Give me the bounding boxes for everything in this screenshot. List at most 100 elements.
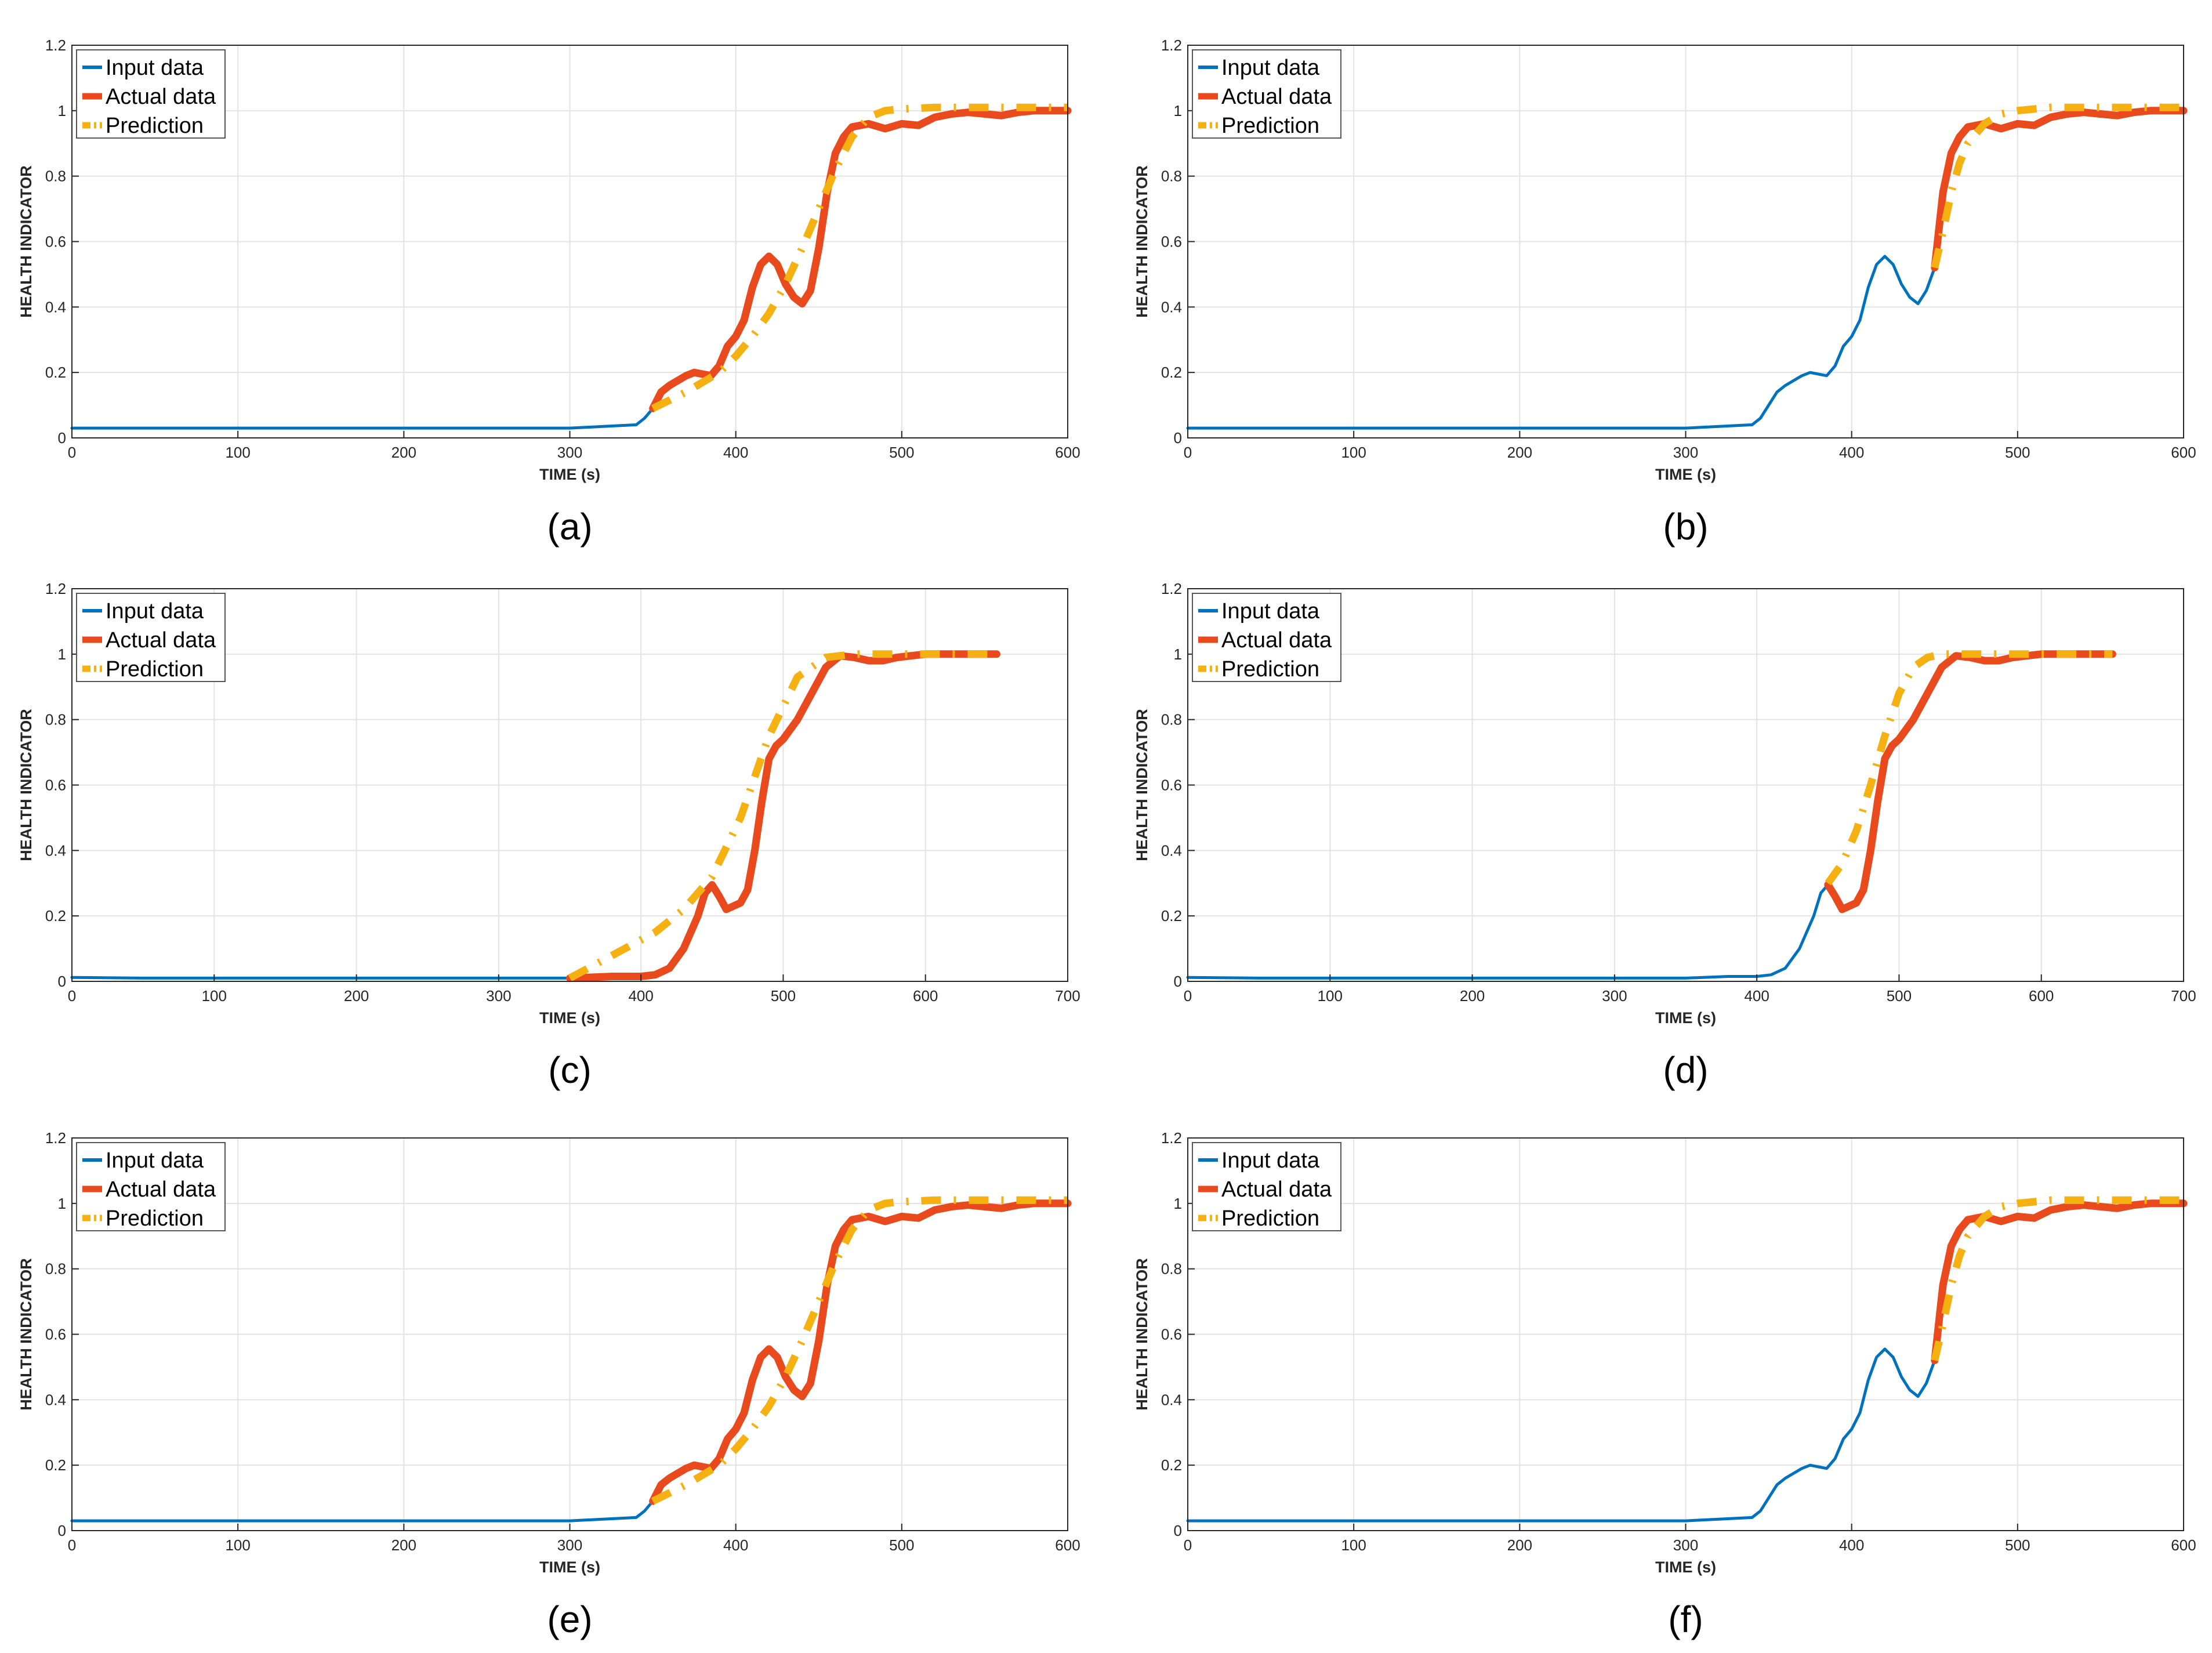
x-tick-label: 0 (68, 1536, 76, 1554)
y-tick-label: 0.4 (1161, 1391, 1182, 1408)
x-axis-label: TIME (s) (1655, 1009, 1716, 1027)
y-tick-label: 1 (58, 102, 66, 119)
x-tick-label: 100 (225, 1536, 250, 1554)
y-tick-label: 1.2 (45, 1129, 66, 1147)
series-line-input (1186, 1347, 1937, 1522)
legend-label-prediction: Prediction (106, 1206, 204, 1231)
y-tick-label: 0.8 (45, 711, 66, 728)
legend-label-prediction: Prediction (1221, 657, 1319, 682)
x-axis-label: TIME (s) (1655, 1558, 1716, 1576)
chart-panel: 0 100 200 300 400 500 600 0 0.2 0.4 0.6 0.8 1 1.2 TIME… (17, 1129, 1080, 1640)
y-tick-label: 1 (1174, 1195, 1182, 1212)
chart-panel: 0 100 200 300 400 500 600 700 0 0.2 0.4 0.6 0.8 1 1.2 T… (1133, 580, 2196, 1091)
y-tick-label: 0.8 (45, 1260, 66, 1278)
legend-label-prediction: Prediction (1221, 114, 1319, 138)
y-tick-label: 0 (1174, 429, 1182, 447)
series-line-input (70, 1499, 655, 1522)
legend-label-actual: Actual data (106, 1177, 216, 1202)
x-tick-label: 200 (391, 1536, 416, 1554)
y-axis-label: HEALTH INDICATOR (1133, 709, 1151, 861)
x-tick-label: 600 (2171, 1536, 2196, 1554)
series-line-actual (566, 650, 1000, 982)
y-tick-label: 0.6 (45, 777, 66, 794)
y-tick-label: 0 (58, 973, 66, 990)
x-axis-label: TIME (s) (539, 1009, 600, 1027)
y-tick-label: 0.2 (1161, 364, 1182, 381)
series-line-actual (1931, 1199, 2188, 1365)
x-axis-label: TIME (s) (1655, 466, 1716, 483)
y-tick-label: 1.2 (1161, 580, 1182, 597)
legend-label-input: Input data (1221, 599, 1320, 624)
chart-panel: 0 100 200 300 400 500 600 0 0.2 0.4 0.6 0.8 1 1.2 TIME… (1133, 37, 2196, 548)
y-tick-label: 0.4 (1161, 298, 1182, 316)
y-tick-label: 0.2 (1161, 907, 1182, 925)
y-tick-label: 0.8 (1161, 711, 1182, 728)
x-tick-label: 100 (1318, 987, 1343, 1005)
legend-label-input: Input data (1221, 56, 1320, 80)
x-tick-label: 500 (771, 987, 796, 1005)
y-tick-label: 1 (1174, 102, 1182, 119)
x-tick-label: 300 (1602, 987, 1627, 1005)
x-tick-label: 500 (889, 444, 914, 461)
panel-label: (c) (548, 1049, 592, 1091)
chart-panel: 0 100 200 300 400 500 600 700 0 0.2 0.4 0.6 0.8 1 1.2 T… (17, 580, 1080, 1091)
y-tick-label: 1.2 (1161, 1129, 1182, 1147)
series-line-prediction (568, 650, 997, 982)
series-line-input (70, 976, 571, 980)
legend: Input data Actual data Prediction (76, 49, 226, 139)
series-line-prediction (651, 1196, 1068, 1505)
series-line-prediction (1825, 650, 2113, 886)
y-tick-label: 1.2 (45, 37, 66, 54)
x-tick-label: 200 (1507, 1536, 1532, 1554)
x-tick-label: 500 (889, 1536, 914, 1554)
x-tick-label: 300 (1673, 444, 1698, 461)
y-tick-label: 0.8 (45, 168, 66, 185)
legend: Input data Actual data Prediction (1192, 49, 1341, 139)
y-tick-label: 0.6 (45, 233, 66, 251)
x-tick-label: 400 (1744, 987, 1769, 1005)
y-tick-label: 0 (58, 1522, 66, 1539)
x-tick-label: 300 (557, 1536, 582, 1554)
y-tick-label: 0.4 (1161, 842, 1182, 859)
legend-label-input: Input data (106, 56, 204, 80)
series-line-input (70, 407, 655, 430)
y-tick-label: 0.4 (45, 842, 66, 859)
y-tick-label: 0.4 (45, 298, 66, 316)
x-tick-label: 200 (1460, 987, 1485, 1005)
y-tick-label: 1 (58, 646, 66, 663)
y-tick-label: 0.8 (1161, 1260, 1182, 1278)
y-tick-label: 0.6 (1161, 1326, 1182, 1343)
panel-label: (a) (547, 506, 592, 548)
legend-label-actual: Actual data (1221, 1177, 1332, 1202)
x-tick-label: 400 (723, 1536, 748, 1554)
x-tick-label: 0 (1184, 987, 1192, 1005)
chart-panel: 0 100 200 300 400 500 600 0 0.2 0.4 0.6 0.8 1 1.2 TIME… (17, 37, 1080, 548)
series-line-actual (1824, 650, 2116, 913)
x-tick-label: 200 (344, 987, 369, 1005)
x-tick-label: 400 (1839, 444, 1864, 461)
x-tick-label: 300 (486, 987, 511, 1005)
x-tick-label: 600 (1055, 1536, 1080, 1554)
x-tick-label: 600 (2171, 444, 2196, 461)
x-tick-label: 600 (2029, 987, 2054, 1005)
y-tick-label: 0 (1174, 1522, 1182, 1539)
legend-label-input: Input data (106, 1148, 204, 1173)
y-tick-label: 0.2 (45, 1456, 66, 1474)
legend-label-input: Input data (1221, 1148, 1320, 1173)
x-tick-label: 100 (225, 444, 250, 461)
y-tick-label: 0.2 (45, 364, 66, 381)
series-line-actual (1931, 107, 2188, 272)
x-tick-label: 100 (1341, 1536, 1366, 1554)
y-axis-label: HEALTH INDICATOR (17, 1258, 35, 1411)
y-tick-label: 0.8 (1161, 168, 1182, 185)
y-tick-label: 0 (58, 429, 66, 447)
x-tick-label: 400 (723, 444, 748, 461)
y-tick-label: 1.2 (45, 580, 66, 597)
x-tick-label: 500 (1887, 987, 1912, 1005)
x-tick-label: 400 (628, 987, 653, 1005)
x-tick-label: 200 (391, 444, 416, 461)
legend: Input data Actual data Prediction (1192, 593, 1341, 682)
legend-label-actual: Actual data (106, 85, 216, 109)
legend-label-input: Input data (106, 599, 204, 624)
legend-label-actual: Actual data (106, 628, 216, 652)
